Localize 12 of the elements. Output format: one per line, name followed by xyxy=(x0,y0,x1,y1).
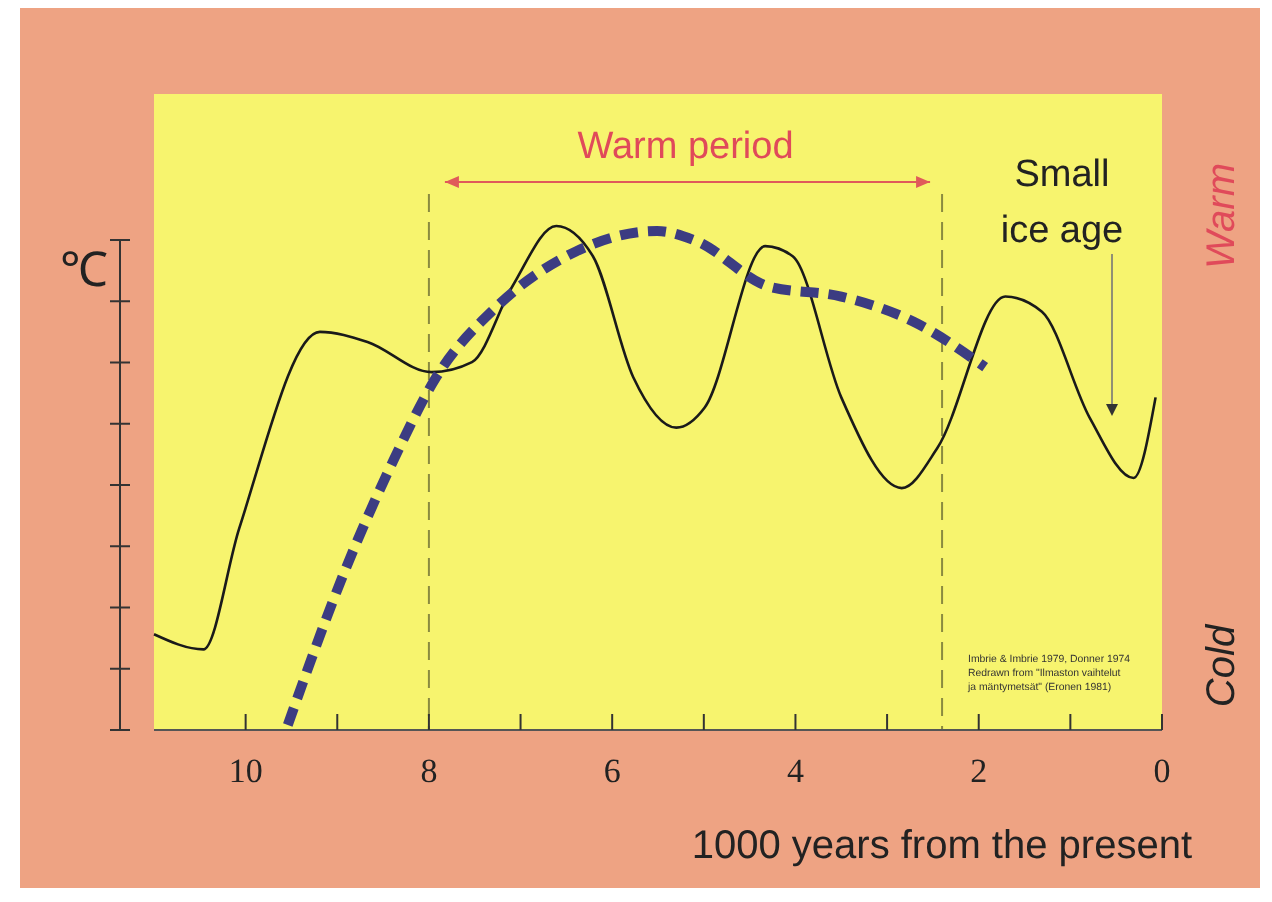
annotation: Small ice age xyxy=(1000,154,1124,252)
x-tick-label: 10 xyxy=(228,752,263,790)
x-tick-label: 6 xyxy=(603,752,621,790)
x-tick-label: 0 xyxy=(1153,752,1171,790)
x-tick-label: 2 xyxy=(970,752,988,790)
text: Cold xyxy=(1200,623,1244,708)
text: Warm xyxy=(1200,163,1244,269)
y-axis-title: ℃ xyxy=(60,244,108,298)
x-axis-title: 1000 years from the present xyxy=(691,824,1193,868)
x-tick-label: 4 xyxy=(786,752,805,790)
text: Warm period xyxy=(577,126,794,168)
x-tick-label: 8 xyxy=(420,752,438,790)
